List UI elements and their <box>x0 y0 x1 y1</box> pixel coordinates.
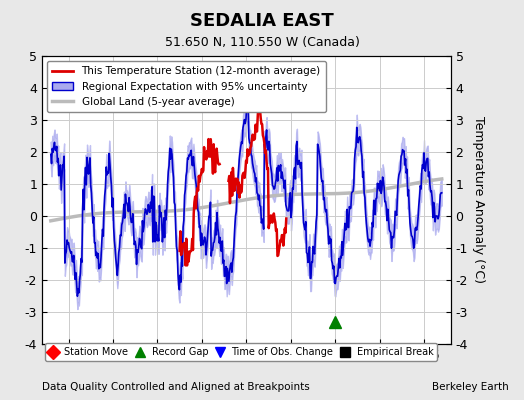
Text: Berkeley Earth: Berkeley Earth <box>432 382 508 392</box>
Legend: This Temperature Station (12-month average), Regional Expectation with 95% uncer: This Temperature Station (12-month avera… <box>47 61 326 112</box>
Text: 51.650 N, 110.550 W (Canada): 51.650 N, 110.550 W (Canada) <box>165 36 359 49</box>
Legend: Station Move, Record Gap, Time of Obs. Change, Empirical Break: Station Move, Record Gap, Time of Obs. C… <box>45 343 438 361</box>
Text: Data Quality Controlled and Aligned at Breakpoints: Data Quality Controlled and Aligned at B… <box>42 382 310 392</box>
Text: SEDALIA EAST: SEDALIA EAST <box>190 12 334 30</box>
Y-axis label: Temperature Anomaly (°C): Temperature Anomaly (°C) <box>472 116 485 284</box>
